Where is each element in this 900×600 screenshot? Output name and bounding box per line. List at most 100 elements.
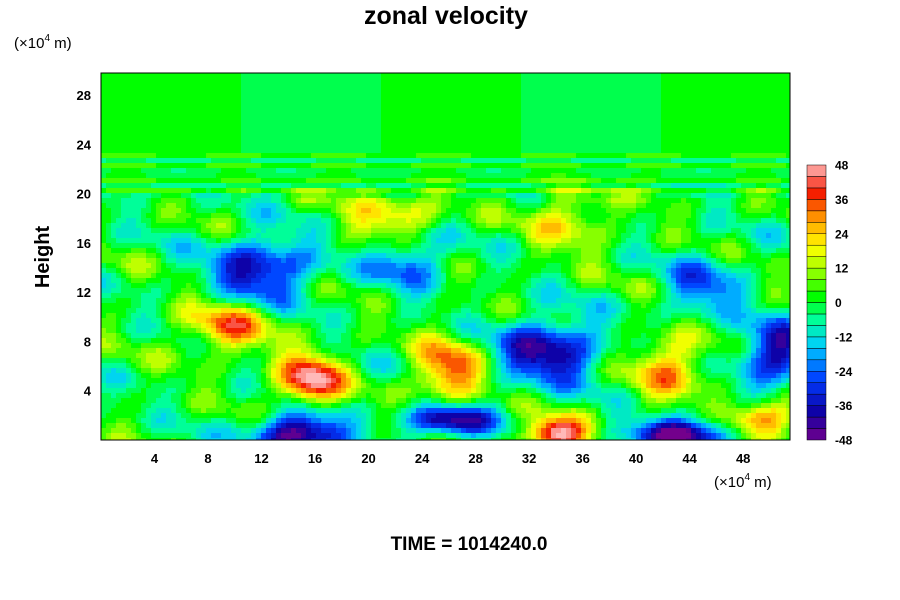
heatmap-cell: [371, 153, 377, 159]
heatmap-cell: [346, 83, 352, 89]
heatmap-cell: [621, 103, 627, 109]
heatmap-cell: [521, 103, 527, 109]
heatmap-cell: [186, 248, 192, 254]
heatmap-cell: [596, 133, 602, 139]
heatmap-cell: [471, 123, 477, 129]
heatmap-cell: [251, 133, 257, 139]
heatmap-cell: [666, 198, 672, 204]
heatmap-cell: [776, 188, 782, 194]
heatmap-cell: [106, 128, 112, 134]
heatmap-cell: [631, 208, 637, 214]
heatmap-cell: [376, 133, 382, 139]
heatmap-cell: [326, 128, 332, 134]
heatmap-cell: [546, 168, 552, 174]
heatmap-cell: [226, 178, 232, 184]
heatmap-cell: [701, 243, 707, 249]
heatmap-cell: [506, 208, 512, 214]
heatmap-cell: [101, 178, 107, 184]
heatmap-cell: [511, 73, 517, 79]
heatmap-cell: [351, 203, 357, 209]
heatmap-cell: [326, 193, 332, 199]
heatmap-cell: [296, 83, 302, 89]
heatmap-cell: [276, 118, 282, 124]
heatmap-cell: [201, 248, 207, 254]
heatmap-cell: [336, 213, 342, 219]
heatmap-cell: [391, 93, 397, 99]
heatmap-cell: [656, 148, 662, 154]
heatmap-cell: [531, 163, 537, 169]
heatmap-cell: [441, 133, 447, 139]
heatmap-cell: [411, 153, 417, 159]
heatmap-cell: [116, 158, 122, 164]
heatmap-cell: [401, 88, 407, 94]
heatmap-cell: [246, 193, 252, 199]
heatmap-cell: [721, 243, 727, 249]
heatmap-cell: [726, 228, 732, 234]
heatmap-cell: [376, 118, 382, 124]
heatmap-cell: [421, 208, 427, 214]
heatmap-cell: [416, 153, 422, 159]
heatmap-cell: [521, 88, 527, 94]
heatmap-cell: [236, 123, 242, 129]
heatmap-cell: [726, 148, 732, 154]
heatmap-cell: [351, 78, 357, 84]
heatmap-cell: [626, 93, 632, 99]
heatmap-cell: [266, 163, 272, 169]
heatmap-cell: [646, 213, 652, 219]
heatmap-cell: [231, 223, 237, 229]
heatmap-cell: [621, 193, 627, 199]
heatmap-cell: [616, 183, 622, 189]
heatmap-cell: [411, 103, 417, 109]
heatmap-cell: [606, 188, 612, 194]
heatmap-cell: [201, 163, 207, 169]
heatmap-cell: [736, 133, 742, 139]
heatmap-cell: [261, 178, 267, 184]
heatmap-cell: [416, 78, 422, 84]
heatmap-cell: [371, 183, 377, 189]
heatmap-cell: [451, 88, 457, 94]
heatmap-cell: [101, 143, 107, 149]
heatmap-cell: [106, 143, 112, 149]
heatmap-cell: [111, 148, 117, 154]
heatmap-cell: [126, 173, 132, 179]
heatmap-cell: [326, 183, 332, 189]
heatmap-cell: [641, 243, 647, 249]
heatmap-cell: [101, 183, 107, 189]
heatmap-cell: [461, 213, 467, 219]
heatmap-cell: [196, 138, 202, 144]
heatmap-cell: [346, 88, 352, 94]
heatmap-cell: [216, 168, 222, 174]
heatmap-cell: [591, 188, 597, 194]
heatmap-cell: [126, 108, 132, 114]
heatmap-cell: [511, 173, 517, 179]
heatmap-cell: [311, 208, 317, 214]
heatmap-cell: [686, 123, 692, 129]
heatmap-cell: [261, 208, 267, 214]
heatmap-cell: [161, 168, 167, 174]
heatmap-cell: [121, 203, 127, 209]
heatmap-cell: [726, 203, 732, 209]
heatmap-cell: [661, 238, 667, 244]
heatmap-cell: [596, 83, 602, 89]
heatmap-cell: [381, 113, 387, 119]
heatmap-cell: [731, 83, 737, 89]
heatmap-cell: [756, 83, 762, 89]
heatmap-cell: [686, 153, 692, 159]
heatmap-cell: [756, 88, 762, 94]
heatmap-cell: [756, 193, 762, 199]
heatmap-cell: [501, 218, 507, 224]
heatmap-cell: [486, 223, 492, 229]
heatmap-cell: [431, 158, 437, 164]
heatmap-cell: [566, 113, 572, 119]
heatmap-cell: [536, 128, 542, 134]
heatmap-cell: [181, 183, 187, 189]
heatmap-cell: [536, 203, 542, 209]
heatmap-cell: [356, 168, 362, 174]
heatmap-cell: [556, 118, 562, 124]
heatmap-cell: [216, 158, 222, 164]
heatmap-cell: [691, 178, 697, 184]
heatmap-cell: [591, 133, 597, 139]
heatmap-cell: [551, 103, 557, 109]
heatmap-cell: [751, 158, 757, 164]
heatmap-cell: [646, 163, 652, 169]
